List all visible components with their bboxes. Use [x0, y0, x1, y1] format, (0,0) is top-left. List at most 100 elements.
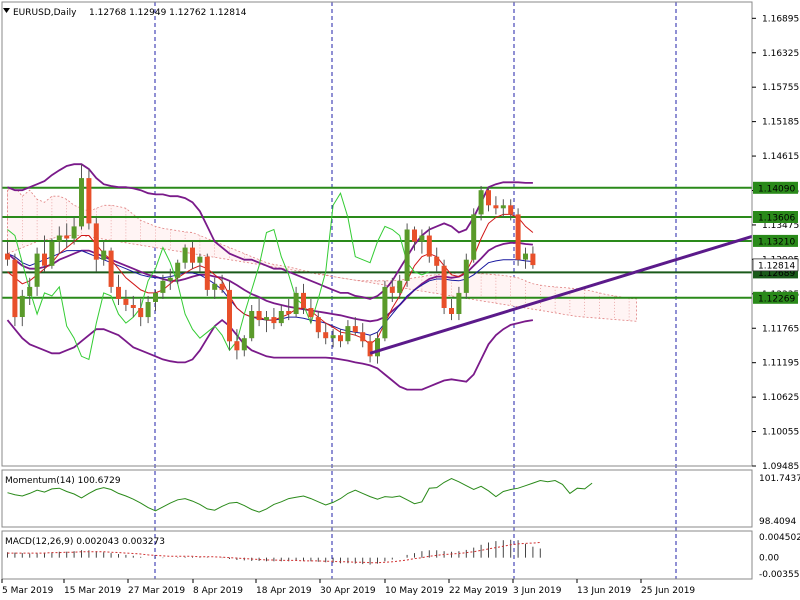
- level-tag-box: [753, 291, 798, 304]
- candle-body: [419, 235, 425, 242]
- price-tick-label: 1.11765: [762, 324, 799, 334]
- candle-body: [256, 311, 262, 321]
- candle-body: [5, 253, 10, 260]
- candle-body: [123, 298, 129, 305]
- candle-body: [330, 335, 336, 339]
- candle-body: [293, 292, 299, 314]
- candle-body: [42, 253, 47, 266]
- candle-body: [101, 250, 107, 260]
- macd-label: MACD(12,26,9) 0.002043 0.003273: [5, 537, 165, 547]
- candle-body: [389, 286, 395, 293]
- panel-frame: [1, 530, 753, 580]
- candle-body: [286, 311, 292, 314]
- candle-body: [426, 235, 432, 257]
- momentum-label: Momentum(14) 100.6729: [5, 476, 121, 486]
- candle-body: [19, 295, 25, 317]
- candle-body: [227, 289, 232, 342]
- panel-frame: [1, 1, 753, 467]
- candle-body: [34, 253, 40, 287]
- level-tag-label: 1.14090: [758, 184, 795, 194]
- date-label: 10 May 2019: [385, 586, 444, 596]
- candle-body: [138, 308, 144, 318]
- price-tick-label: 1.10055: [762, 428, 799, 438]
- candle-body: [315, 317, 321, 333]
- candle-body: [278, 311, 284, 324]
- level-tags: 1.14090 1.13606 1.13210 1.12689 1.12269 1.128…: [752, 181, 799, 304]
- candle-body: [27, 286, 33, 296]
- candle-body: [175, 262, 181, 278]
- candle-body: [308, 308, 314, 318]
- candle-body: [160, 280, 166, 293]
- candle-body: [486, 190, 491, 206]
- candle-body: [130, 305, 136, 308]
- date-label: 5 Mar 2019: [2, 586, 54, 596]
- panel-frame: [1, 469, 753, 528]
- level-tag-label: 1.12689: [758, 269, 795, 279]
- candle-body: [449, 308, 454, 314]
- level-tag-label: 1.13210: [758, 237, 795, 247]
- candle-body: [508, 205, 514, 215]
- candle-body: [345, 326, 351, 342]
- candle-body: [360, 332, 366, 342]
- candle-body: [190, 247, 195, 263]
- momentum-tick-label: 101.7437: [759, 474, 800, 484]
- candle-body: [264, 317, 269, 321]
- candle-body: [241, 338, 247, 351]
- momentum-line: [7, 478, 593, 513]
- candle-body: [397, 280, 403, 293]
- candle-body: [93, 223, 99, 260]
- candle-body: [182, 247, 188, 263]
- candles: [5, 164, 536, 364]
- bollinger-upper-line: [7, 163, 533, 300]
- level-tag-box: [753, 211, 798, 223]
- trendline: [369, 234, 753, 355]
- candle-body: [86, 178, 92, 224]
- date-label: 15 Mar 2019: [64, 586, 121, 596]
- price-tick-label: 1.13475: [762, 221, 799, 231]
- candle-body: [204, 256, 210, 290]
- candle-body: [523, 253, 528, 260]
- candle-body: [456, 292, 462, 314]
- dropdown-triangle-icon[interactable]: [3, 8, 10, 13]
- candle-body: [167, 277, 173, 281]
- price-tick-label: 1.15755: [762, 83, 799, 93]
- price-tick-label: 1.16325: [762, 49, 799, 59]
- candle-body: [404, 229, 410, 281]
- macd-signal-line: [7, 542, 541, 564]
- candle-body: [71, 226, 77, 239]
- candle-body: [56, 235, 62, 242]
- candle-body: [79, 178, 84, 227]
- cloud-area: [7, 186, 637, 322]
- candle-body: [197, 256, 203, 263]
- ohlc-readout: 1.12768 1.12949 1.12762 1.12814: [89, 8, 247, 18]
- candle-body: [478, 190, 484, 215]
- candle-body: [323, 332, 329, 339]
- candle-body: [153, 292, 158, 302]
- date-label: 30 Apr 2019: [320, 586, 376, 596]
- date-axis: 5 Mar 2019 15 Mar 2019 27 Mar 2019 8 Apr 20…: [1, 579, 695, 596]
- candle-body: [352, 326, 358, 333]
- price-tick-label: 1.10625: [762, 393, 799, 403]
- chart-header: EURUSD,Daily 1.12768 1.12949 1.12762 1.1…: [3, 8, 247, 18]
- current-price-tag-box: [752, 258, 799, 272]
- candle-body: [271, 317, 277, 324]
- candle-body: [463, 259, 469, 293]
- candle-body: [249, 311, 255, 339]
- macd-tick-label: 0.004502: [759, 533, 800, 543]
- candle-body: [382, 286, 388, 339]
- candle-body: [493, 205, 499, 209]
- momentum-panel: [7, 478, 593, 513]
- symbol-title: EURUSD,Daily: [13, 8, 77, 18]
- level-tag-label: 1.12269: [758, 294, 795, 304]
- level-tag-box: [753, 181, 798, 194]
- date-label: 8 Apr 2019: [193, 586, 243, 596]
- candle-body: [108, 250, 114, 287]
- candle-body: [234, 341, 240, 351]
- momentum-tick-label: 98.4094: [759, 517, 796, 527]
- date-label: 3 Jun 2019: [513, 586, 562, 596]
- price-tick-label: 1.16895: [762, 14, 799, 24]
- price-tick-label: 1.09485: [762, 462, 799, 472]
- candle-body: [219, 283, 225, 290]
